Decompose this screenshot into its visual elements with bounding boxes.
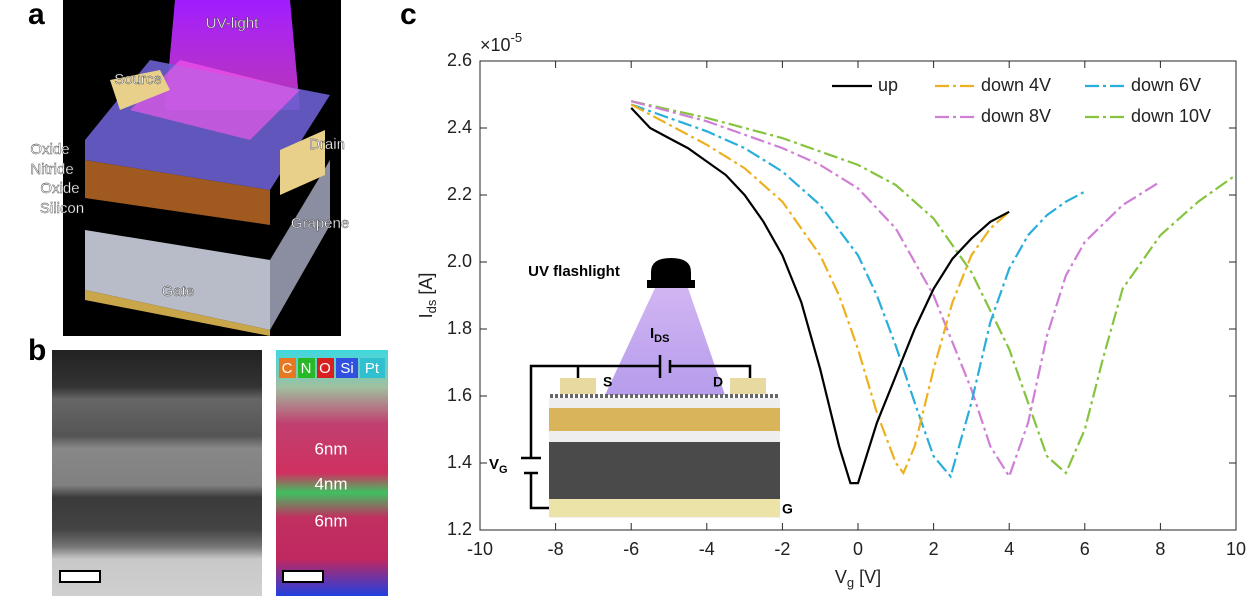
inset-pad bbox=[560, 378, 596, 394]
flashlight bbox=[647, 280, 695, 288]
y-exponent-power: -5 bbox=[511, 30, 523, 45]
y-tick-label: 2.6 bbox=[447, 50, 472, 70]
element-label: Pt bbox=[365, 360, 380, 377]
scale-bar bbox=[59, 570, 101, 583]
thickness-label: 4nm bbox=[314, 474, 347, 493]
inset-label: D bbox=[713, 374, 723, 390]
x-axis-label: [V] bbox=[859, 567, 881, 587]
legend-label: down 10V bbox=[1131, 106, 1211, 126]
inset-label: V bbox=[489, 456, 499, 473]
x-tick-label: 0 bbox=[853, 539, 863, 559]
y-tick-label: 2.0 bbox=[447, 251, 472, 271]
x-tick-label: 4 bbox=[1004, 539, 1014, 559]
x-tick-label: -6 bbox=[623, 539, 639, 559]
inset-label: VG bbox=[489, 456, 508, 476]
plot: -10 -8 -6 -4 -2 0 2 4 6 8 10 1.2 1.4 1.6 1.8 2.0 2.2 2.4 2… bbox=[416, 30, 1246, 590]
flashlight bbox=[651, 258, 691, 285]
y-tick-label: 2.2 bbox=[447, 184, 472, 204]
x-tick-label: 2 bbox=[929, 539, 939, 559]
uv-spot bbox=[130, 60, 300, 140]
beam-label: UV-light bbox=[206, 15, 259, 32]
stack-front bbox=[85, 230, 270, 330]
source-pad bbox=[110, 70, 170, 110]
inset-pad bbox=[730, 378, 766, 394]
inset-label: I bbox=[650, 325, 654, 342]
element-legend: C N O Si Pt bbox=[279, 358, 385, 378]
inset-circuit bbox=[521, 355, 752, 510]
x-tick-label: -10 bbox=[467, 539, 493, 559]
y-tick-label: 1.6 bbox=[447, 385, 472, 405]
inset-label: G bbox=[499, 464, 508, 476]
legend-label: down 4V bbox=[981, 75, 1051, 95]
y-exponent-base: ×10 bbox=[480, 35, 511, 55]
thickness-label: 6nm bbox=[314, 511, 347, 530]
layer-label: Nitride bbox=[30, 161, 73, 178]
graphene-label: Grapene bbox=[291, 215, 349, 232]
inset-layer bbox=[549, 442, 780, 499]
tem-image bbox=[52, 350, 262, 596]
inset-label: UV flashlight bbox=[528, 263, 620, 280]
gate-label: Gate bbox=[162, 283, 195, 300]
eds-map bbox=[276, 350, 388, 596]
series-line bbox=[630, 107, 1010, 485]
inset-beam bbox=[605, 288, 725, 395]
series-line bbox=[630, 103, 1086, 479]
x-axis-label: g bbox=[847, 575, 854, 590]
legend-label: down 6V bbox=[1131, 75, 1201, 95]
nitride-layer bbox=[85, 160, 270, 225]
legend-label: up bbox=[878, 75, 898, 95]
x-axis-label: V bbox=[835, 567, 847, 587]
x-tick-label: -8 bbox=[548, 539, 564, 559]
x-tick-label: 8 bbox=[1155, 539, 1165, 559]
panel-label: a bbox=[28, 0, 45, 31]
layer-label: Oxide bbox=[30, 141, 69, 158]
panel-label: b bbox=[28, 334, 46, 367]
inset-schematic: UV flashlight IDS S D VG G bbox=[489, 258, 793, 518]
inset-layer bbox=[549, 408, 780, 431]
layer-label: Silicon bbox=[40, 200, 84, 217]
y-exponent: ×10-5 bbox=[480, 30, 522, 54]
element-label: C bbox=[282, 360, 293, 377]
scale-bar bbox=[282, 570, 324, 583]
drain-pad bbox=[280, 130, 325, 195]
y-tick-label: 1.4 bbox=[447, 452, 472, 472]
series-line bbox=[630, 100, 1161, 479]
gate-layer bbox=[85, 290, 270, 336]
inset-label: G bbox=[782, 501, 793, 517]
x-tick-label: -2 bbox=[774, 539, 790, 559]
x-tick-label: -4 bbox=[699, 539, 715, 559]
inset-label: S bbox=[603, 374, 612, 390]
source-label: Source bbox=[114, 71, 162, 88]
panel-label: c bbox=[400, 0, 417, 31]
inset-layer bbox=[549, 499, 780, 517]
element-label: O bbox=[319, 360, 331, 377]
x-tick-label: 6 bbox=[1080, 539, 1090, 559]
element-label: Si bbox=[340, 360, 353, 377]
stack-side bbox=[270, 160, 330, 330]
inset-label: IDS bbox=[650, 325, 669, 345]
x-tick-label: 10 bbox=[1226, 539, 1246, 559]
inset-label: DS bbox=[654, 333, 669, 345]
series-line bbox=[630, 100, 1237, 475]
y-axis-label: I bbox=[416, 313, 436, 318]
y-tick-label: 1.8 bbox=[447, 318, 472, 338]
legend-label: down 8V bbox=[981, 106, 1051, 126]
drain-label: Drain bbox=[309, 136, 345, 153]
thickness-label: 6nm bbox=[314, 439, 347, 458]
y-axis-label: Ids [A] bbox=[416, 273, 440, 319]
layer-label: Oxide bbox=[40, 180, 79, 197]
y-axis-label: [A] bbox=[416, 273, 436, 295]
y-tick-label: 2.4 bbox=[447, 117, 472, 137]
series-line bbox=[630, 103, 1010, 476]
y-axis-label: ds bbox=[424, 299, 439, 313]
element-label: N bbox=[301, 360, 312, 377]
x-axis-label: Vg [V] bbox=[835, 567, 881, 591]
y-tick-label: 1.2 bbox=[447, 519, 472, 539]
